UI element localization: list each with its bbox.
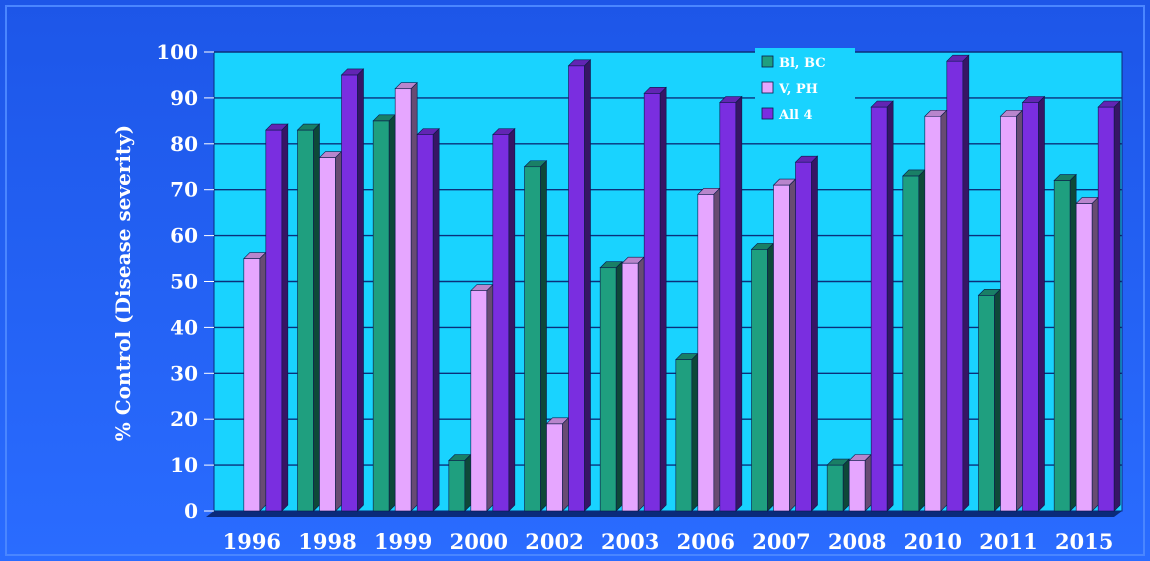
y-tick-label: 80 xyxy=(170,132,198,156)
x-axis-ticks: 1996 1998 1999 2000 2002 2003 2006 2007 2008 2010… xyxy=(223,529,1114,554)
bar-1999-bl-bc xyxy=(372,114,396,512)
bar-2010-bl-bc xyxy=(902,169,926,512)
x-tick-label: 2010 xyxy=(904,529,962,554)
bar-2015-bl-bc xyxy=(1053,173,1077,512)
bar-1996-v-ph xyxy=(243,251,267,512)
y-tick-label: 90 xyxy=(170,86,198,110)
y-tick-label: 60 xyxy=(170,224,198,248)
y-tick-label: 70 xyxy=(170,178,198,202)
legend-label: V, PH xyxy=(778,82,818,97)
bar-2006-v-ph xyxy=(697,187,721,512)
y-tick-label: 50 xyxy=(170,270,198,294)
bar-2015-v-ph xyxy=(1075,196,1099,512)
x-tick-label: 2006 xyxy=(677,529,735,554)
bar-2015-all-4 xyxy=(1097,100,1121,512)
legend-swatch xyxy=(761,107,774,120)
x-tick-label: 2007 xyxy=(752,529,810,554)
bar-1998-v-ph xyxy=(318,150,343,512)
bar-2011-all-4 xyxy=(1021,95,1046,512)
bar-2010-v-ph xyxy=(924,109,948,512)
y-tick-label: 40 xyxy=(170,315,198,339)
y-tick-label: 0 xyxy=(184,499,198,523)
bar-2003-bl-bc xyxy=(599,261,623,512)
bar-1996-all-4 xyxy=(265,123,289,512)
bar-2008-bl-bc xyxy=(826,458,850,512)
x-tick-label: 2003 xyxy=(601,529,659,554)
bar-2000-bl-bc xyxy=(448,453,472,512)
y-axis-ticks: 0 10 20 30 40 50 60 70 80 90 100 xyxy=(156,40,214,523)
bar-2006-all-4 xyxy=(719,95,743,512)
x-tick-label: 2015 xyxy=(1055,529,1113,554)
bar-2007-all-4 xyxy=(794,155,819,512)
bar-2010-all-4 xyxy=(946,54,970,512)
bar-2011-bl-bc xyxy=(977,288,1002,512)
x-tick-label: 2002 xyxy=(525,529,583,554)
legend-swatch xyxy=(761,55,774,68)
plot-floor-edge xyxy=(206,511,1122,517)
bar-2002-bl-bc xyxy=(523,160,548,512)
bar-2003-all-4 xyxy=(643,86,667,512)
y-tick-label: 30 xyxy=(170,361,198,385)
y-tick-label: 20 xyxy=(170,407,198,431)
bars xyxy=(243,54,1121,512)
y-tick-label: 100 xyxy=(156,40,198,64)
x-tick-label: 2011 xyxy=(979,529,1037,554)
y-tick-label: 10 xyxy=(170,453,198,477)
legend-label: All 4 xyxy=(778,108,813,123)
x-tick-label: 1999 xyxy=(374,529,432,554)
bar-2007-bl-bc xyxy=(750,242,775,512)
bar-2002-v-ph xyxy=(545,417,570,512)
plot-floor xyxy=(206,511,1122,517)
chart-frame xyxy=(5,5,1145,556)
bar-1999-v-ph xyxy=(394,81,418,512)
bar-1998-bl-bc xyxy=(296,123,321,512)
legend: Bl, BC V, PH All 4 xyxy=(755,48,855,130)
bar-2011-v-ph xyxy=(999,109,1024,512)
bar-2000-v-ph xyxy=(470,283,494,512)
x-tick-label: 2000 xyxy=(450,529,508,554)
bar-1999-all-4 xyxy=(416,127,440,512)
bar-2003-v-ph xyxy=(621,256,645,512)
bar-2002-all-4 xyxy=(567,59,592,512)
bar-2007-v-ph xyxy=(772,178,797,512)
bar-2000-all-4 xyxy=(492,127,516,512)
y-axis-label: % Control (Disease severity) xyxy=(111,125,135,442)
bar-2008-v-ph xyxy=(848,453,872,512)
x-tick-label: 2008 xyxy=(828,529,886,554)
x-tick-label: 1996 xyxy=(223,529,281,554)
bar-2008-all-4 xyxy=(870,100,894,512)
bar-2006-bl-bc xyxy=(675,352,699,512)
bar-1998-all-4 xyxy=(340,68,365,512)
x-tick-label: 1998 xyxy=(298,529,356,554)
gridlines xyxy=(214,51,1122,466)
legend-label: Bl, BC xyxy=(779,56,826,71)
legend-swatch xyxy=(761,81,774,94)
